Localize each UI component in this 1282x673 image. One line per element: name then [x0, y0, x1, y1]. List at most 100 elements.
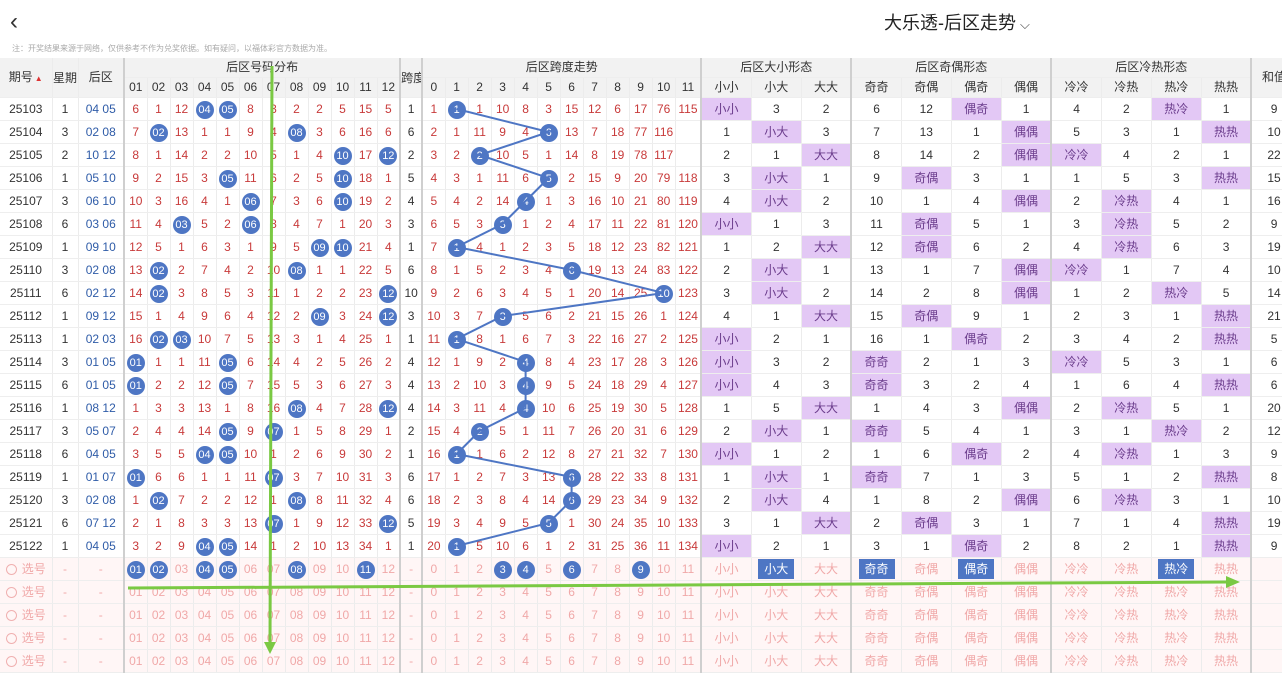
pick-heat[interactable]: 热冷 — [1151, 626, 1202, 650]
pick-number[interactable]: 06 — [239, 649, 263, 673]
pick-number[interactable]: 05 — [216, 557, 240, 581]
pick-span-number[interactable]: 1 — [445, 603, 469, 627]
pick-span-number[interactable]: 7 — [583, 580, 607, 604]
pick-size[interactable]: 大大 — [801, 580, 853, 604]
pick-parity[interactable]: 奇偶 — [901, 626, 952, 650]
pick-span-number[interactable]: 10 — [652, 603, 676, 627]
pick-span-number[interactable]: 6 — [560, 649, 584, 673]
pick-number[interactable]: 08 — [285, 626, 309, 650]
pick-number[interactable]: 08 — [285, 603, 309, 627]
pick-number[interactable]: 08 — [285, 649, 309, 673]
radio-icon[interactable] — [5, 587, 17, 599]
selected-parity[interactable]: 偶奇 — [958, 559, 995, 579]
pick-row[interactable]: 选号 - -01 02 03 04 05 06 07 08 09 10 11 12-0 1 2 3 4 5 6 7 8 9 1… — [0, 649, 1282, 673]
pick-heat[interactable]: 冷热 — [1101, 626, 1152, 650]
pick-span-number[interactable]: 7 — [583, 626, 607, 650]
selected-size[interactable]: 小大 — [758, 559, 795, 579]
pick-span-number[interactable]: 11 — [675, 603, 703, 627]
pick-number[interactable]: 11 — [354, 626, 378, 650]
pick-span-number[interactable]: 6 — [560, 603, 584, 627]
pick-size[interactable]: 小小 — [701, 649, 752, 673]
pick-parity[interactable]: 偶奇 — [951, 649, 1002, 673]
pick-span-number[interactable]: 6 — [560, 626, 584, 650]
pick-span-number[interactable]: 3 — [491, 580, 515, 604]
pick-number[interactable]: 07 — [262, 557, 286, 581]
pick-number[interactable]: 07 — [262, 649, 286, 673]
pick-number[interactable]: 11 — [354, 603, 378, 627]
pick-number[interactable]: 10 — [331, 649, 355, 673]
selected-ball[interactable]: 08 — [287, 561, 306, 579]
pick-heat[interactable]: 热冷 — [1151, 649, 1202, 673]
pick-row[interactable]: 选号 - -01 02 03 04 05 06 07 08 09 10 11 12-0 1 2 3 4 5 6 7 8 9 1… — [0, 557, 1282, 581]
pick-span-number[interactable]: 4 — [514, 626, 538, 650]
pick-parity[interactable]: 偶偶 — [1001, 649, 1053, 673]
pick-span-number[interactable]: 1 — [445, 626, 469, 650]
pick-number[interactable]: 03 — [170, 557, 194, 581]
pick-span-number[interactable]: 5 — [537, 649, 561, 673]
pick-number[interactable]: 09 — [308, 580, 332, 604]
col-issue-header[interactable]: 期号 ▲ — [0, 58, 53, 98]
pick-size[interactable]: 大大 — [801, 649, 853, 673]
radio-icon[interactable] — [5, 610, 17, 622]
pick-span-number[interactable]: 4 — [514, 603, 538, 627]
pick-span-number[interactable]: 2 — [468, 649, 492, 673]
selected-span-ball[interactable]: 9 — [631, 561, 650, 579]
pick-span-number[interactable]: 0 — [422, 580, 446, 604]
pick-heat[interactable]: 热冷 — [1151, 557, 1202, 581]
pick-parity[interactable]: 奇奇 — [851, 580, 902, 604]
pick-number[interactable]: 09 — [308, 603, 332, 627]
pick-heat[interactable]: 冷冷 — [1051, 557, 1102, 581]
pick-heat[interactable]: 冷冷 — [1051, 603, 1102, 627]
selected-ball[interactable]: 01 — [126, 561, 145, 579]
pick-row[interactable]: 选号 - -01 02 03 04 05 06 07 08 09 10 11 12-0 1 2 3 4 5 6 7 8 9 1… — [0, 603, 1282, 627]
pick-span-number[interactable]: 10 — [652, 626, 676, 650]
pick-number[interactable]: 08 — [285, 557, 309, 581]
pick-heat[interactable]: 冷热 — [1101, 557, 1152, 581]
pick-heat[interactable]: 热热 — [1201, 557, 1253, 581]
pick-size[interactable]: 小小 — [701, 580, 752, 604]
pick-span-number[interactable]: 0 — [422, 557, 446, 581]
pick-number[interactable]: 10 — [331, 626, 355, 650]
pick-label[interactable]: 选号 — [0, 603, 53, 627]
pick-parity[interactable]: 奇奇 — [851, 649, 902, 673]
pick-number[interactable]: 03 — [170, 649, 194, 673]
pick-number[interactable]: 03 — [170, 603, 194, 627]
pick-span-number[interactable]: 1 — [445, 649, 469, 673]
pick-span-number[interactable]: 7 — [583, 557, 607, 581]
pick-number[interactable]: 02 — [147, 603, 171, 627]
pick-span-number[interactable]: 4 — [514, 649, 538, 673]
pick-number[interactable]: 05 — [216, 603, 240, 627]
pick-heat[interactable]: 热冷 — [1151, 603, 1202, 627]
pick-label[interactable]: 选号 — [0, 649, 53, 673]
selected-heat[interactable]: 热冷 — [1158, 559, 1195, 579]
selected-ball[interactable]: 11 — [356, 561, 375, 579]
radio-icon[interactable] — [5, 656, 17, 668]
pick-size[interactable]: 大大 — [801, 626, 853, 650]
pick-parity[interactable]: 偶奇 — [951, 557, 1002, 581]
pick-span-number[interactable]: 9 — [629, 580, 653, 604]
pick-number[interactable]: 12 — [377, 626, 402, 650]
page-title[interactable]: 大乐透-后区走势 ⌵ — [884, 9, 1030, 35]
pick-size[interactable]: 大大 — [801, 603, 853, 627]
pick-size[interactable]: 小小 — [701, 603, 752, 627]
pick-number[interactable]: 01 — [124, 649, 148, 673]
pick-heat[interactable]: 热热 — [1201, 626, 1253, 650]
pick-span-number[interactable]: 10 — [652, 649, 676, 673]
pick-span-number[interactable]: 0 — [422, 603, 446, 627]
pick-span-number[interactable]: 3 — [491, 557, 515, 581]
pick-size[interactable]: 小大 — [751, 603, 802, 627]
pick-parity[interactable]: 奇偶 — [901, 603, 952, 627]
pick-number[interactable]: 12 — [377, 649, 402, 673]
pick-size[interactable]: 小大 — [751, 649, 802, 673]
pick-label[interactable]: 选号 — [0, 580, 53, 604]
pick-parity[interactable]: 偶偶 — [1001, 603, 1053, 627]
pick-span-number[interactable]: 10 — [652, 580, 676, 604]
pick-span-number[interactable]: 9 — [629, 603, 653, 627]
pick-span-number[interactable]: 9 — [629, 649, 653, 673]
pick-number[interactable]: 07 — [262, 626, 286, 650]
pick-number[interactable]: 01 — [124, 580, 148, 604]
pick-span-number[interactable]: 5 — [537, 603, 561, 627]
pick-parity[interactable]: 偶偶 — [1001, 557, 1053, 581]
pick-span-number[interactable]: 9 — [629, 557, 653, 581]
pick-span-number[interactable]: 6 — [560, 557, 584, 581]
